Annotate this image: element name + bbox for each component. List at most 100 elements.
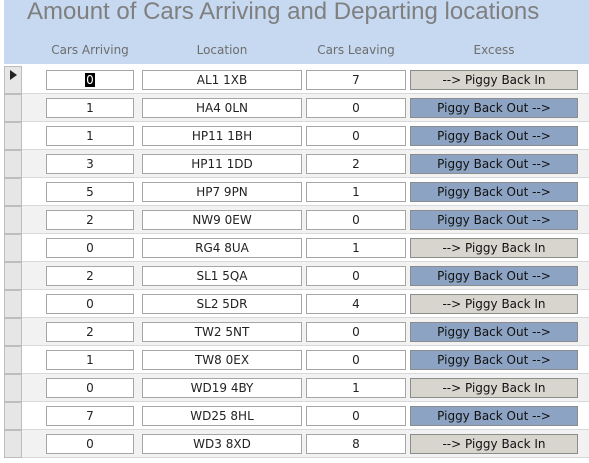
excess-button[interactable]: Piggy Back Out --> — [410, 154, 578, 174]
column-header: Cars Leaving — [317, 43, 395, 57]
record-row: 0 SL2 5DR 4 --> Piggy Back In — [22, 290, 589, 318]
location-field[interactable]: HP11 1DD — [142, 154, 302, 174]
excess-button[interactable]: Piggy Back Out --> — [410, 322, 578, 342]
record-row: 0 WD3 8XD 8 --> Piggy Back In — [22, 430, 589, 458]
record-selector[interactable] — [4, 346, 22, 374]
cars-leaving-field[interactable]: 1 — [306, 182, 406, 202]
cars-arriving-field[interactable]: 0 — [46, 70, 134, 90]
cars-arriving-field[interactable]: 7 — [46, 406, 134, 426]
record-selector[interactable] — [4, 206, 22, 234]
cars-arriving-field[interactable]: 1 — [46, 126, 134, 146]
cars-leaving-field[interactable]: 1 — [306, 238, 406, 258]
excess-button[interactable]: Piggy Back Out --> — [410, 350, 578, 370]
excess-button[interactable]: Piggy Back Out --> — [410, 182, 578, 202]
record-selector[interactable] — [4, 318, 22, 346]
cars-arriving-field[interactable]: 0 — [46, 238, 134, 258]
cars-arriving-field[interactable]: 0 — [46, 378, 134, 398]
field-value: 5 — [86, 185, 94, 199]
excess-button[interactable]: --> Piggy Back In — [410, 378, 578, 398]
cars-leaving-field[interactable]: 0 — [306, 210, 406, 230]
record-selector[interactable] — [4, 94, 22, 122]
cars-leaving-field[interactable]: 7 — [306, 70, 406, 90]
cars-leaving-field[interactable]: 0 — [306, 322, 406, 342]
cars-arriving-field[interactable]: 1 — [46, 350, 134, 370]
location-field[interactable]: SL2 5DR — [142, 294, 302, 314]
record-selector[interactable] — [4, 122, 22, 150]
cars-leaving-field[interactable]: 0 — [306, 126, 406, 146]
field-value: 2 — [86, 325, 94, 339]
cars-arriving-field[interactable]: 5 — [46, 182, 134, 202]
excess-button[interactable]: Piggy Back Out --> — [410, 406, 578, 426]
cars-arriving-field[interactable]: 3 — [46, 154, 134, 174]
record-row: 5 HP7 9PN 1 Piggy Back Out --> — [22, 178, 589, 206]
record-row: 2 TW2 5NT 0 Piggy Back Out --> — [22, 318, 589, 346]
location-field[interactable]: WD25 8HL — [142, 406, 302, 426]
excess-button[interactable]: Piggy Back Out --> — [410, 210, 578, 230]
cars-arriving-field[interactable]: 1 — [46, 98, 134, 118]
location-field[interactable]: HP7 9PN — [142, 182, 302, 202]
column-header: Excess — [473, 43, 515, 57]
cars-leaving-field[interactable]: 0 — [306, 266, 406, 286]
field-value: 7 — [86, 409, 94, 423]
record-row: 3 HP11 1DD 2 Piggy Back Out --> — [22, 150, 589, 178]
location-field[interactable]: SL1 5QA — [142, 266, 302, 286]
cars-leaving-field[interactable]: 0 — [306, 98, 406, 118]
record-row: 7 WD25 8HL 0 Piggy Back Out --> — [22, 402, 589, 430]
location-field[interactable]: TW8 0EX — [142, 350, 302, 370]
record-row: 2 NW9 0EW 0 Piggy Back Out --> — [22, 206, 589, 234]
excess-button[interactable]: Piggy Back Out --> — [410, 266, 578, 286]
location-field[interactable]: TW2 5NT — [142, 322, 302, 342]
field-value: 1 — [86, 129, 94, 143]
field-value: 0 — [86, 241, 94, 255]
cars-arriving-field[interactable]: 2 — [46, 266, 134, 286]
record-selector[interactable] — [4, 290, 22, 318]
location-field[interactable]: WD3 8XD — [142, 434, 302, 454]
record-row: 1 TW8 0EX 0 Piggy Back Out --> — [22, 346, 589, 374]
cars-leaving-field[interactable]: 2 — [306, 154, 406, 174]
record-selector[interactable] — [4, 430, 22, 458]
record-selector[interactable] — [4, 178, 22, 206]
field-value: 3 — [86, 157, 94, 171]
location-field[interactable]: HA4 0LN — [142, 98, 302, 118]
location-field[interactable]: AL1 1XB — [142, 70, 302, 90]
form-header — [4, 0, 589, 64]
current-record-arrow — [10, 70, 17, 80]
excess-button[interactable]: --> Piggy Back In — [410, 70, 578, 90]
record-row: 2 SL1 5QA 0 Piggy Back Out --> — [22, 262, 589, 290]
cars-leaving-field[interactable]: 1 — [306, 378, 406, 398]
record-selector[interactable] — [4, 150, 22, 178]
field-value: 1 — [86, 101, 94, 115]
excess-button[interactable]: --> Piggy Back In — [410, 434, 578, 454]
cars-arriving-field[interactable]: 0 — [46, 294, 134, 314]
excess-button[interactable]: Piggy Back Out --> — [410, 98, 578, 118]
location-field[interactable]: RG4 8UA — [142, 238, 302, 258]
location-field[interactable]: WD19 4BY — [142, 378, 302, 398]
excess-button[interactable]: --> Piggy Back In — [410, 294, 578, 314]
field-value: 2 — [86, 213, 94, 227]
cars-arriving-field[interactable]: 0 — [46, 434, 134, 454]
field-value: 2 — [86, 269, 94, 283]
cars-leaving-field[interactable]: 0 — [306, 350, 406, 370]
location-field[interactable]: NW9 0EW — [142, 210, 302, 230]
column-header: Location — [196, 43, 248, 57]
cars-leaving-field[interactable]: 4 — [306, 294, 406, 314]
record-selector[interactable] — [4, 234, 22, 262]
record-selector[interactable] — [4, 262, 22, 290]
field-value: 0 — [86, 437, 94, 451]
record-selector[interactable] — [4, 66, 22, 94]
cars-arriving-field[interactable]: 2 — [46, 322, 134, 342]
excess-button[interactable]: Piggy Back Out --> — [410, 126, 578, 146]
location-field[interactable]: HP11 1BH — [142, 126, 302, 146]
record-row: 1 HA4 0LN 0 Piggy Back Out --> — [22, 94, 589, 122]
cars-leaving-field[interactable]: 8 — [306, 434, 406, 454]
excess-button[interactable]: --> Piggy Back In — [410, 238, 578, 258]
column-header: Cars Arriving — [51, 43, 129, 57]
record-row: 1 HP11 1BH 0 Piggy Back Out --> — [22, 122, 589, 150]
arrow — [10, 70, 17, 80]
cars-leaving-field[interactable]: 0 — [306, 406, 406, 426]
record-selector[interactable] — [4, 402, 22, 430]
record-selector[interactable] — [4, 374, 22, 402]
field-value: 1 — [86, 353, 94, 367]
cars-arriving-field[interactable]: 2 — [46, 210, 134, 230]
